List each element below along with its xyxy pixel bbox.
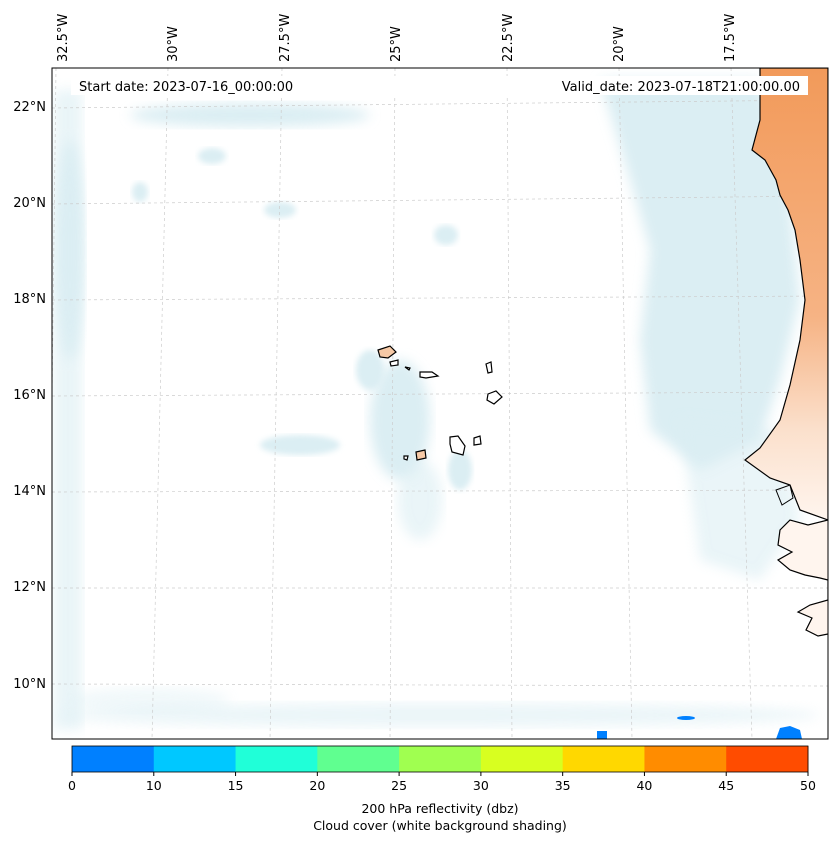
lon-label: 27.5°W	[278, 14, 293, 62]
map-frame	[51, 67, 829, 740]
colorbar-tick-label: 20	[309, 778, 325, 793]
lat-label: 14°N	[13, 484, 46, 499]
colorbar-swatch	[399, 746, 482, 772]
lat-label: 22°N	[13, 100, 46, 115]
valid-date-label: Valid_date: 2023-07-18T21:00:00.00	[562, 80, 800, 95]
lon-label: 17.5°W	[723, 14, 738, 62]
colorbar-tick-label: 50	[800, 778, 816, 793]
colorbar-swatch	[72, 746, 155, 772]
lat-label: 20°N	[13, 196, 46, 211]
longitude-labels: 32.5°W 30°W 27.5°W 25°W 22.5°W 20°W 17.5…	[56, 14, 738, 62]
west-africa-coast	[776, 519, 828, 637]
colorbar-subtitle: Cloud cover (white background shading)	[313, 818, 567, 833]
colorbar-frame	[71, 745, 809, 773]
start-date-label: Start date: 2023-07-16_00:00:00	[79, 80, 293, 95]
lat-label: 18°N	[13, 292, 46, 307]
colorbar-swatch	[726, 746, 809, 772]
lat-label: 16°N	[13, 388, 46, 403]
colorbar-swatch	[153, 746, 237, 772]
lon-label: 22.5°W	[501, 14, 516, 62]
colorbar-tick-label: 25	[391, 778, 407, 793]
colorbar-tick-label: 15	[228, 778, 244, 793]
colorbar-swatch	[235, 746, 318, 772]
lat-label: 12°N	[13, 580, 46, 595]
header-banner	[71, 76, 808, 95]
lon-label: 25°W	[389, 26, 404, 62]
africa-landmass	[744, 68, 828, 521]
lon-label: 30°W	[166, 26, 181, 62]
graticule	[52, 68, 828, 739]
colorbar-tick-label: 0	[68, 778, 76, 793]
colorbar-swatch	[644, 746, 727, 772]
colorbar-swatch	[562, 746, 645, 772]
colorbar-swatch	[317, 746, 400, 772]
colorbar: 0 10 15 20 25 30 35 40 45 50 200 hPa reflectivity…	[68, 745, 816, 833]
colorbar-title: 200 hPa reflectivity (dbz)	[361, 801, 518, 816]
lat-label: 10°N	[13, 677, 46, 692]
colorbar-tick-label: 30	[473, 778, 489, 793]
lon-label: 20°W	[612, 26, 627, 62]
colorbar-tick-label: 35	[555, 778, 571, 793]
colorbar-tick-label: 45	[718, 778, 734, 793]
cape-verde-islands	[377, 345, 503, 461]
latitude-labels: 22°N 20°N 18°N 16°N 14°N 12°N 10°N	[13, 100, 46, 692]
colorbar-swatch	[480, 746, 564, 772]
reflectivity-echoes	[597, 716, 802, 739]
colorbar-tick-label: 10	[146, 778, 162, 793]
colorbar-tick-label: 40	[636, 778, 652, 793]
lon-label: 32.5°W	[56, 14, 71, 62]
